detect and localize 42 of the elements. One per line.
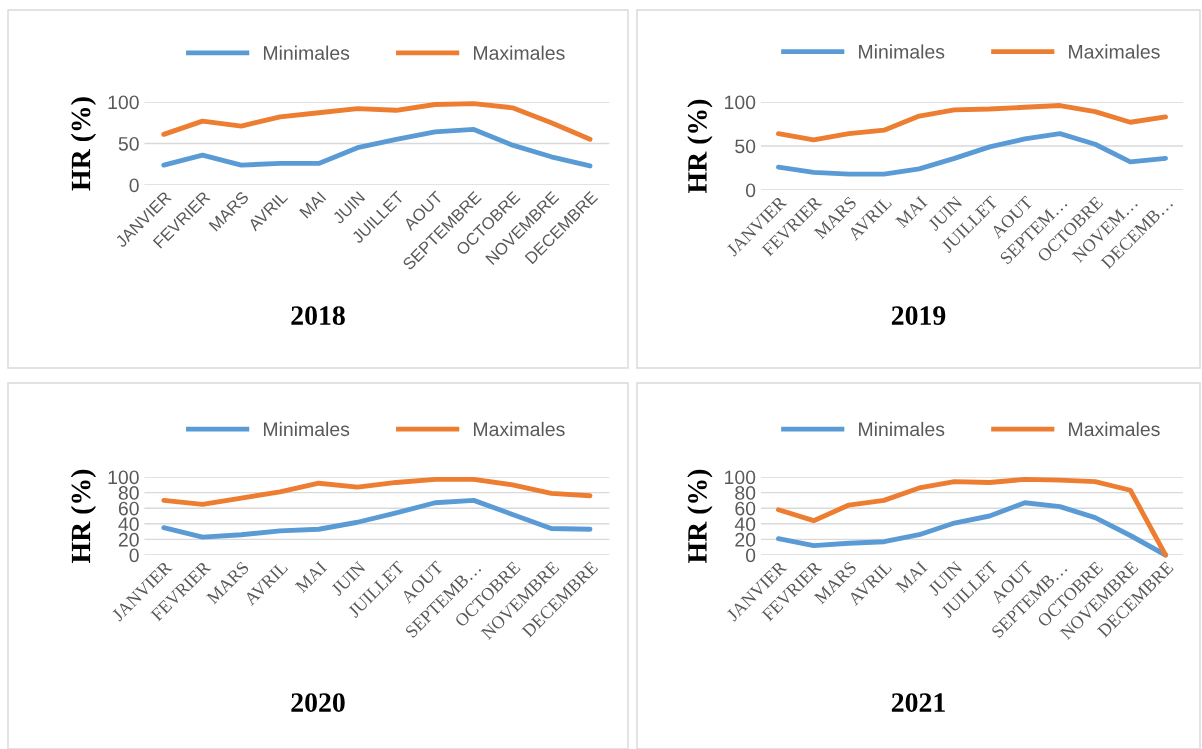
line-series xyxy=(161,126,593,169)
y-axis-title: HR (%) xyxy=(687,469,713,563)
y-tick-label: 60 xyxy=(735,501,756,516)
y-tick-label: 0 xyxy=(745,183,756,198)
text: 2021 xyxy=(891,693,945,712)
y-tick-label: 20 xyxy=(735,532,756,547)
text: 2020 xyxy=(291,693,345,712)
line-series xyxy=(161,497,593,540)
text: 2019 xyxy=(891,306,946,325)
y-tick-label: 40 xyxy=(118,517,139,532)
y-axis-title: HR (%) xyxy=(70,97,96,191)
y-tick-label: 0 xyxy=(129,548,139,563)
line-series xyxy=(161,476,593,507)
text: 2018 xyxy=(291,306,345,325)
y-tick-label: 0 xyxy=(745,548,756,563)
y-tick-label: 80 xyxy=(118,486,139,500)
line-series xyxy=(776,103,1168,143)
y-tick-label: 60 xyxy=(118,501,139,516)
y-tick-label: 40 xyxy=(734,517,756,532)
legend-label: Minimales xyxy=(263,421,350,437)
legend-label: Minimales xyxy=(859,44,945,59)
y-tick-label: 100 xyxy=(108,95,139,110)
y-axis-title: HR (%) xyxy=(70,469,96,563)
y-tick-label: 50 xyxy=(118,136,139,151)
y-tick-label: 80 xyxy=(735,486,756,500)
legend-label: Minimales xyxy=(859,421,945,437)
line-series xyxy=(161,101,593,142)
y-tick-label: 100 xyxy=(108,470,139,485)
legend-label: Minimales xyxy=(263,45,350,60)
y-tick-label: 20 xyxy=(118,532,139,547)
y-tick-label: 100 xyxy=(725,95,756,110)
x-tick-label: MAI xyxy=(299,191,327,219)
y-tick-label: 0 xyxy=(129,178,139,193)
legend-label: Maximales xyxy=(1069,421,1160,437)
legend-label: Maximales xyxy=(1069,44,1160,59)
legend-label: Maximales xyxy=(473,45,565,60)
line-series xyxy=(776,131,1168,177)
y-tick-label: 100 xyxy=(725,470,756,485)
legend-label: Maximales xyxy=(473,421,565,437)
line-series xyxy=(776,476,1168,558)
y-axis-title: HR (%) xyxy=(687,99,713,193)
y-tick-label: 50 xyxy=(735,139,756,154)
